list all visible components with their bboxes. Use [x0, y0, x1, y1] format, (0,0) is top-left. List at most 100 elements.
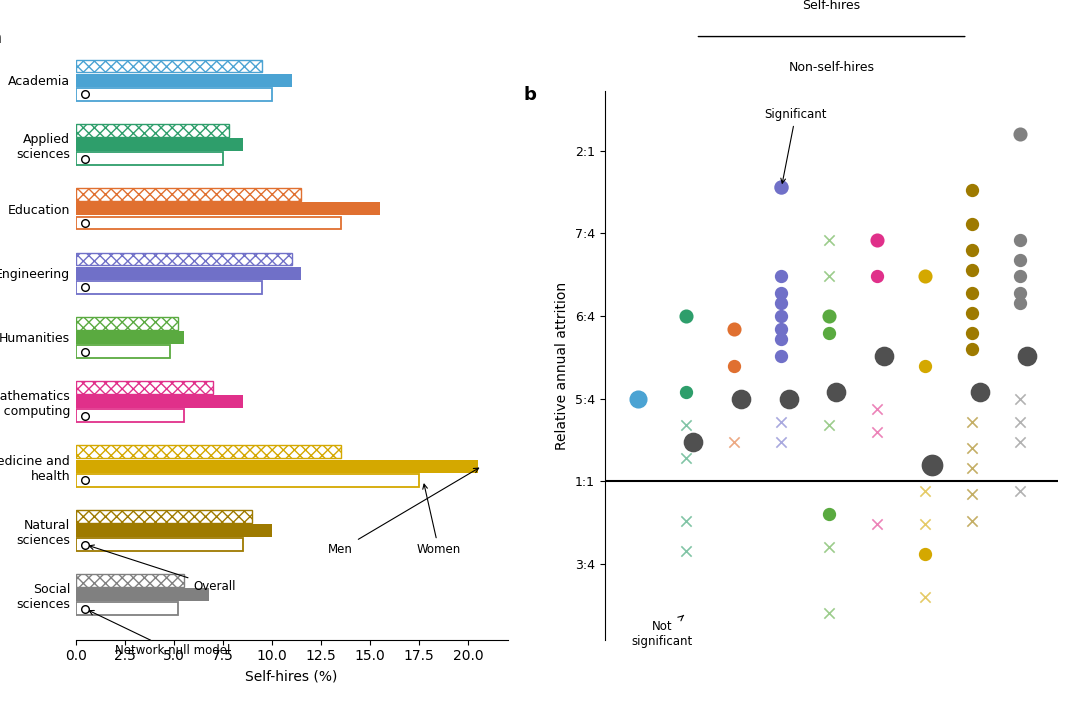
Point	[1012, 416, 1029, 427]
Point	[923, 459, 941, 470]
Text: Women: Women	[417, 484, 461, 556]
Point	[868, 403, 886, 414]
Bar	[76, 409, 184, 423]
Point	[1012, 288, 1029, 299]
Bar	[76, 217, 340, 229]
Point	[677, 420, 694, 431]
Bar	[76, 60, 262, 72]
Point	[963, 344, 981, 355]
Text: b: b	[523, 86, 536, 104]
Point	[1018, 350, 1036, 361]
Point	[780, 393, 797, 404]
Bar	[76, 138, 243, 151]
Text: Overall: Overall	[90, 545, 235, 593]
Bar	[76, 188, 301, 201]
Bar	[76, 602, 178, 615]
Point	[963, 489, 981, 500]
Point	[773, 311, 791, 322]
Text: Not
significant: Not significant	[632, 615, 692, 648]
Point	[821, 607, 838, 619]
Point	[868, 271, 886, 282]
Point	[677, 311, 694, 322]
Point	[868, 519, 886, 530]
Point	[773, 323, 791, 335]
Bar	[76, 446, 340, 458]
Point	[963, 416, 981, 427]
Point	[916, 591, 933, 602]
Point	[677, 545, 694, 556]
Point	[773, 350, 791, 361]
Point	[677, 387, 694, 398]
Point	[963, 245, 981, 256]
Bar	[76, 252, 292, 266]
Point	[725, 360, 742, 371]
Bar	[76, 460, 478, 472]
Point	[821, 311, 838, 322]
Point	[868, 426, 886, 437]
Point	[876, 350, 893, 361]
Point	[773, 271, 791, 282]
Point	[821, 271, 838, 282]
Bar	[76, 280, 262, 294]
Point	[963, 515, 981, 527]
Point	[971, 387, 988, 398]
Point	[963, 288, 981, 299]
Point	[732, 393, 750, 404]
Point	[773, 297, 791, 309]
Text: Significant: Significant	[765, 108, 827, 183]
Text: a: a	[0, 29, 1, 47]
Bar	[76, 153, 222, 165]
Point	[1012, 436, 1029, 447]
Point	[916, 486, 933, 497]
Bar	[76, 345, 170, 358]
Point	[963, 327, 981, 338]
Bar	[76, 574, 184, 587]
Point	[821, 327, 838, 338]
Bar	[76, 266, 301, 280]
Point	[725, 436, 742, 447]
Bar	[76, 317, 178, 330]
Bar	[76, 202, 380, 215]
Point	[963, 463, 981, 474]
Bar	[76, 395, 243, 408]
Point	[1012, 271, 1029, 282]
Bar	[76, 381, 213, 394]
Text: Self-hires: Self-hires	[802, 0, 861, 12]
Text: Network null model: Network null model	[89, 610, 230, 657]
Point	[1012, 297, 1029, 309]
Point	[630, 393, 647, 404]
Point	[773, 288, 791, 299]
Point	[1012, 234, 1029, 245]
Point	[963, 442, 981, 453]
Point	[916, 519, 933, 530]
Point	[916, 548, 933, 560]
Point	[773, 333, 791, 344]
X-axis label: Self-hires (%): Self-hires (%)	[245, 669, 338, 683]
Point	[685, 436, 702, 447]
Point	[821, 541, 838, 553]
Point	[963, 218, 981, 229]
Point	[1012, 486, 1029, 497]
Bar	[76, 74, 292, 86]
Point	[1012, 254, 1029, 266]
Point	[725, 323, 742, 335]
Point	[773, 416, 791, 427]
Text: Men: Men	[328, 468, 478, 556]
Text: Non-self-hires: Non-self-hires	[788, 61, 875, 75]
Point	[916, 271, 933, 282]
Point	[821, 234, 838, 245]
Point	[916, 360, 933, 371]
Bar	[76, 331, 184, 344]
Point	[773, 436, 791, 447]
Bar	[76, 510, 253, 522]
Bar	[76, 588, 210, 601]
Point	[821, 508, 838, 520]
Point	[677, 515, 694, 527]
Bar	[76, 124, 229, 137]
Point	[677, 453, 694, 464]
Point	[773, 181, 791, 193]
Y-axis label: Relative annual attrition: Relative annual attrition	[555, 281, 569, 450]
Bar	[76, 474, 419, 486]
Bar	[76, 524, 272, 537]
Point	[1012, 393, 1029, 404]
